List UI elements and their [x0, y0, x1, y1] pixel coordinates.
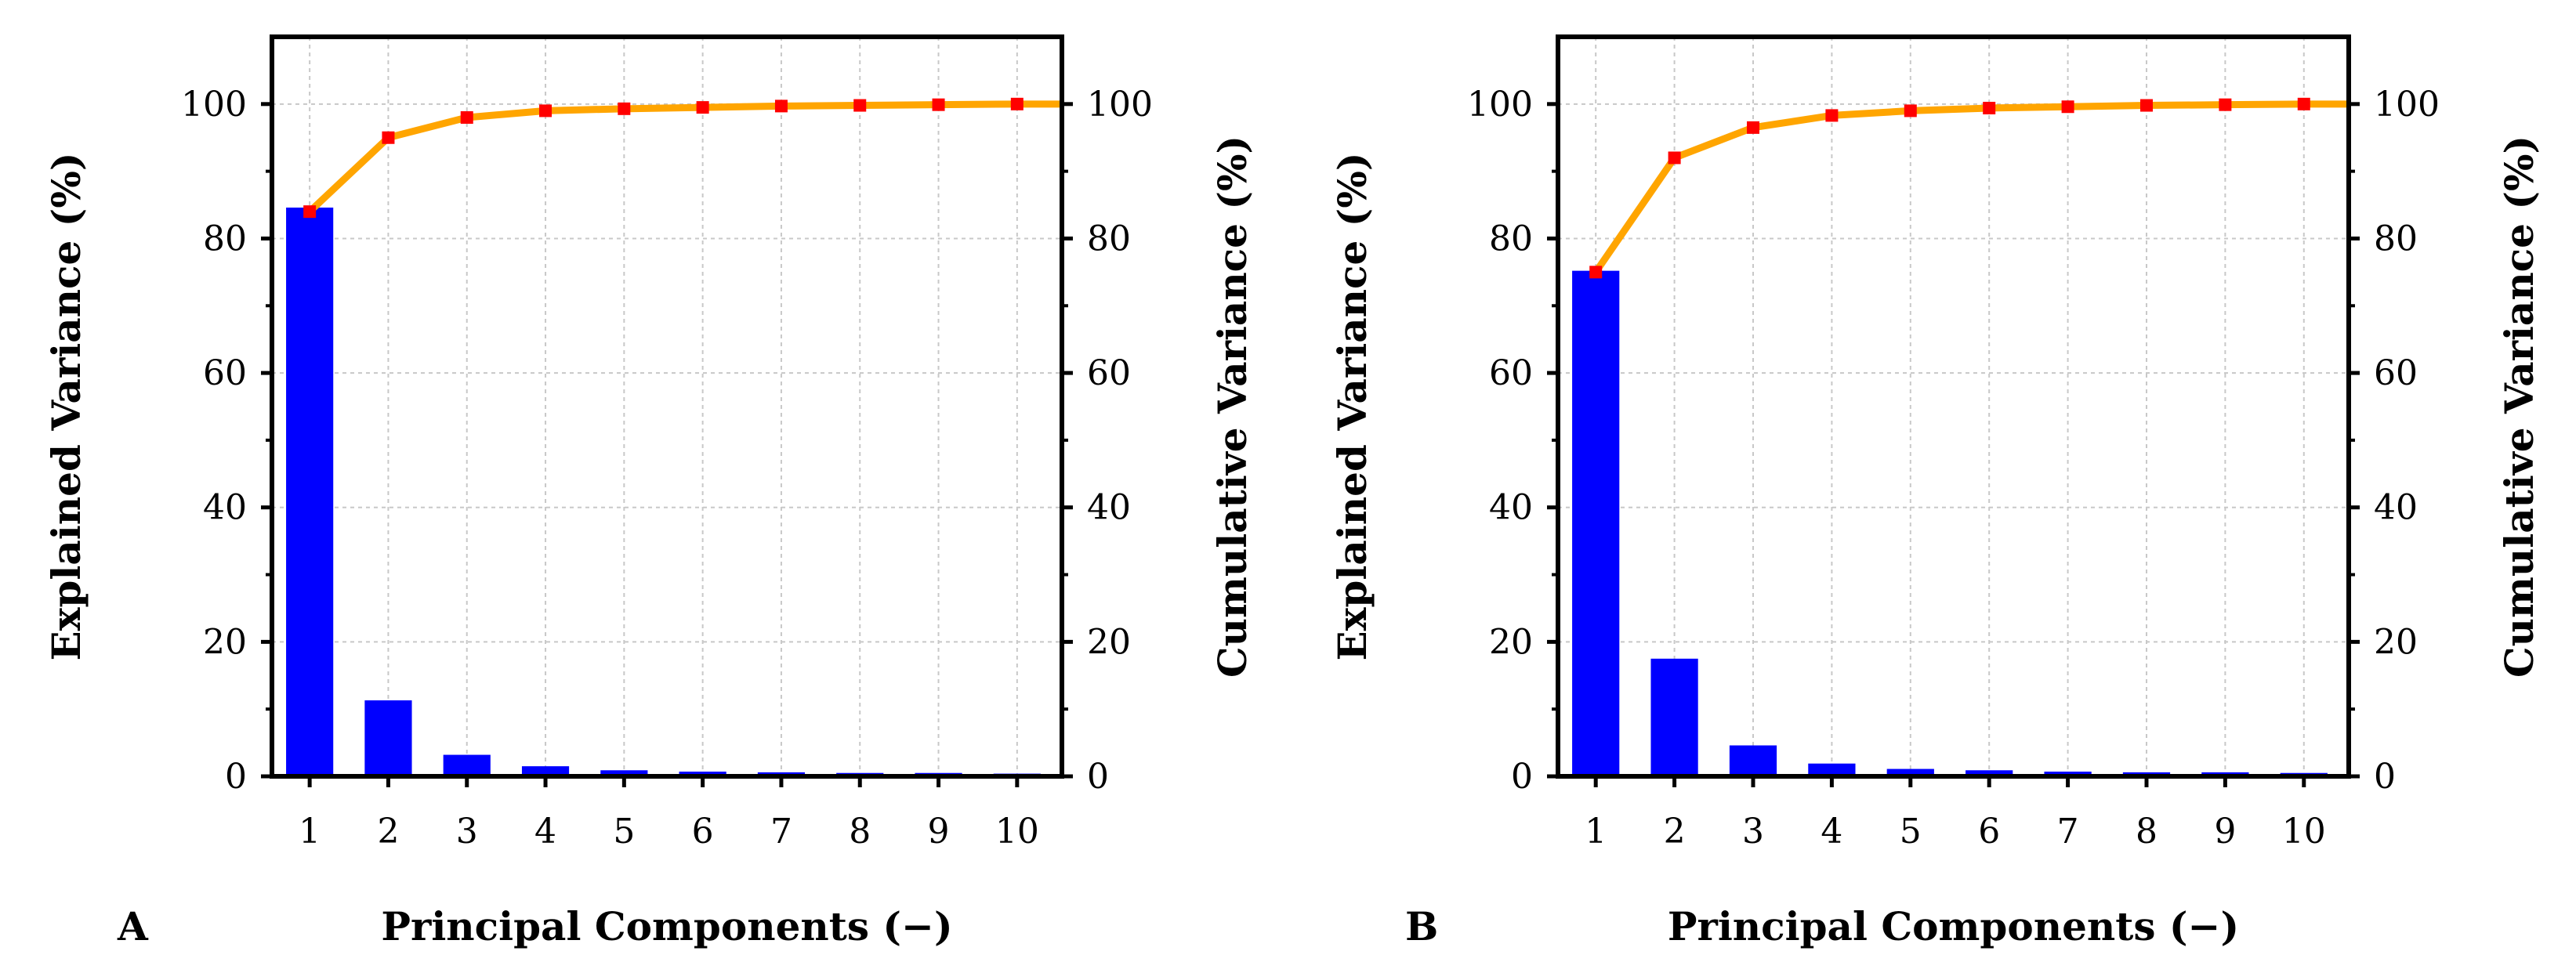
x-tick-label: 8: [2136, 812, 2158, 852]
cumulative-point-pc-7: [774, 99, 788, 113]
plot-frame-b: [1556, 34, 2351, 779]
bar-pc-3: [443, 754, 491, 776]
cumulative-point-pc-9: [932, 98, 945, 111]
bar-pc-7: [2044, 771, 2092, 776]
cumulative-point-pc-2: [1668, 151, 1681, 165]
x-tick-label: 9: [2214, 812, 2236, 852]
x-tick-label: 7: [2057, 812, 2079, 852]
y-tick-label: 80: [1489, 219, 1533, 259]
cumulative-point-pc-1: [1589, 266, 1603, 279]
y-tick-label: 20: [1489, 622, 1533, 662]
cumulative-point-pc-5: [1904, 104, 1917, 118]
x-tick-label: 10: [995, 812, 1039, 852]
x-tick-label: 2: [377, 812, 399, 852]
ticks-b: 0 0 20 20 40 40 60 60 80 80 100 100 1 2 3 4 5 6 7 8 9 10: [1467, 85, 2440, 852]
cumulative-line: [1592, 100, 2349, 274]
y-tick-label: 100: [181, 85, 247, 125]
plot-frame-a: [270, 34, 1064, 779]
bar-pc-1: [286, 207, 334, 777]
cumulative-point-pc-3: [460, 110, 473, 124]
x-tick-label: 8: [849, 812, 871, 852]
y-tick-label: 60: [203, 353, 247, 393]
cumulative-point-pc-10: [2297, 97, 2310, 110]
bar-pc-3: [1729, 745, 1777, 776]
y-tick-label: 40: [203, 488, 247, 528]
bars-a: [286, 207, 1041, 777]
bar-pc-1: [1572, 270, 1620, 776]
cumulative-point-pc-4: [1825, 109, 1839, 122]
bar-pc-4: [1808, 763, 1856, 776]
y-tick-label: 80: [203, 219, 247, 259]
y2-tick-label: 60: [1087, 353, 1131, 393]
cumulative-point-pc-6: [1983, 101, 1996, 114]
x-tick-label: 1: [1585, 812, 1607, 852]
cumulative-point-pc-6: [696, 101, 709, 114]
y-tick-label: 20: [203, 622, 247, 662]
cumulative-line-b: [1589, 97, 2349, 279]
y-tick-label: 0: [1511, 757, 1533, 797]
x-tick-label: 6: [692, 812, 714, 852]
ticks-a: 0 0 20 20 40 40 60 60 80 80 100 100 1 2 3 4 5 6 7 8 9 10: [181, 85, 1153, 852]
cumulative-point-pc-8: [853, 99, 867, 112]
x-tick-label: 10: [2282, 812, 2326, 852]
x-tick-label: 5: [1900, 812, 1922, 852]
cumulative-point-pc-2: [382, 131, 395, 144]
panel-label-b: B: [1405, 903, 1438, 949]
y2-tick-label: 100: [1087, 85, 1153, 125]
y2-tick-label: 80: [1087, 219, 1131, 259]
bar-pc-2: [1650, 658, 1698, 776]
cumulative-point-pc-7: [2061, 100, 2074, 114]
x-tick-label: 1: [299, 812, 321, 852]
cumulative-point-pc-5: [618, 102, 631, 115]
cumulative-point-pc-8: [2139, 99, 2153, 112]
y2-axis-label-a: Cumulative Variance (%): [1209, 136, 1255, 678]
y2-tick-label: 60: [2374, 353, 2418, 393]
y2-axis-label-b: Cumulative Variance (%): [2496, 136, 2542, 678]
y-axis-label-b: Explained Variance (%): [1329, 153, 1375, 661]
cumulative-line-a: [303, 97, 1062, 219]
y2-tick-label: 100: [2374, 85, 2440, 125]
x-tick-label: 3: [1742, 812, 1764, 852]
bar-pc-6: [679, 771, 726, 776]
y2-tick-label: 0: [1087, 757, 1109, 797]
y2-tick-label: 40: [2374, 488, 2418, 528]
bar-pc-5: [1886, 768, 1934, 776]
x-axis-label-b: Principal Components (−): [1668, 903, 2239, 949]
y2-tick-label: 20: [1087, 622, 1131, 662]
bar-pc-2: [364, 700, 412, 776]
cumulative-point-pc-10: [1010, 97, 1024, 110]
x-tick-label: 4: [1821, 812, 1842, 852]
panel-label-a: A: [117, 903, 149, 949]
y-tick-label: 0: [225, 757, 247, 797]
panel-a: 0 0 20 20 40 40 60 60 80 80 100 100 1 2 3 4 5 6 7 8 9 10 Expl…: [43, 34, 1255, 949]
bar-pc-6: [1966, 770, 2013, 776]
y2-tick-label: 40: [1087, 488, 1131, 528]
grid-a: [272, 37, 1062, 777]
x-tick-label: 9: [928, 812, 950, 852]
x-tick-label: 5: [613, 812, 635, 852]
cumulative-point-pc-3: [1746, 121, 1759, 134]
y-tick-label: 40: [1489, 488, 1533, 528]
x-tick-label: 2: [1664, 812, 1686, 852]
y-axis-label-a: Explained Variance (%): [43, 153, 89, 661]
cumulative-point-pc-4: [539, 104, 553, 118]
y2-tick-label: 20: [2374, 622, 2418, 662]
cumulative-line: [307, 100, 1062, 215]
cumulative-point-pc-1: [303, 205, 317, 219]
x-axis-label-a: Principal Components (−): [381, 903, 952, 949]
panel-b: 0 0 20 20 40 40 60 60 80 80 100 100 1 2 3 4 5 6 7 8 9 10 Expl…: [1329, 34, 2542, 949]
y2-tick-label: 0: [2374, 757, 2396, 797]
bar-pc-5: [600, 770, 648, 776]
cumulative-point-pc-9: [2219, 98, 2232, 111]
x-tick-label: 4: [534, 812, 556, 852]
bar-pc-4: [521, 766, 570, 776]
y2-tick-label: 80: [2374, 219, 2418, 259]
x-tick-label: 7: [770, 812, 792, 852]
x-tick-label: 3: [456, 812, 478, 852]
y-tick-label: 100: [1467, 85, 1533, 125]
bars-b: [1572, 270, 2328, 776]
x-tick-label: 6: [1978, 812, 2000, 852]
y-tick-label: 60: [1489, 353, 1533, 393]
